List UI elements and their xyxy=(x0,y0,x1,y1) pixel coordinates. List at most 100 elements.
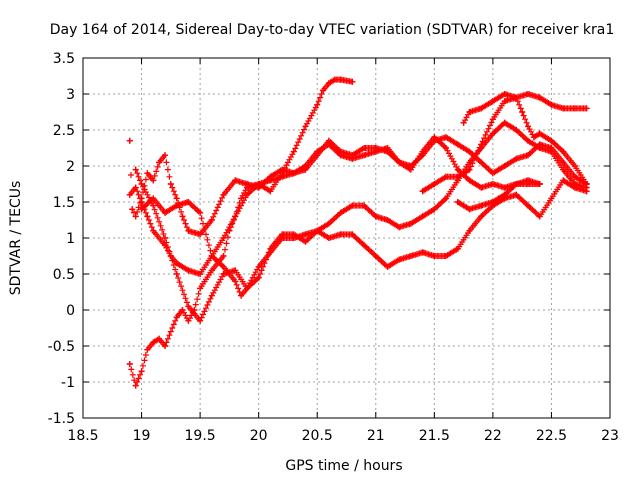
data-point xyxy=(208,292,215,299)
data-point xyxy=(478,213,485,220)
series-track-4 xyxy=(132,119,590,324)
data-point xyxy=(290,235,297,241)
data-point xyxy=(156,159,163,166)
data-point xyxy=(325,80,332,87)
y-tick-label: -1 xyxy=(61,375,75,391)
data-point xyxy=(302,163,309,169)
data-point xyxy=(419,188,426,195)
data-point xyxy=(478,184,485,191)
data-point xyxy=(407,220,414,227)
data-point xyxy=(302,123,309,130)
data-point xyxy=(150,227,157,234)
data-point xyxy=(255,181,262,187)
y-tick-label: 0 xyxy=(66,303,75,319)
data-point xyxy=(396,159,403,166)
data-point xyxy=(138,181,145,187)
x-tick-label: 18.5 xyxy=(67,428,98,444)
data-point xyxy=(129,206,136,213)
data-point xyxy=(173,202,180,209)
data-point xyxy=(138,368,145,375)
data-point xyxy=(302,231,309,238)
x-tick-labels: 18.5 19 19.5 20 20.5 21 21.5 22 22.5 23 xyxy=(67,428,619,444)
data-point xyxy=(208,253,215,259)
data-point xyxy=(525,152,531,159)
data-point xyxy=(220,191,227,198)
data-point xyxy=(244,285,250,292)
data-point xyxy=(185,317,192,324)
data-point xyxy=(232,213,239,220)
data-point xyxy=(501,191,508,198)
data-point xyxy=(255,274,262,281)
data-point xyxy=(162,152,168,159)
data-point xyxy=(361,242,368,249)
data-point xyxy=(162,235,168,241)
data-point xyxy=(396,256,403,263)
data-point xyxy=(290,148,297,155)
data-point xyxy=(232,177,239,184)
data-point xyxy=(571,163,578,169)
data-point xyxy=(349,202,356,209)
data-point xyxy=(255,263,262,270)
data-point xyxy=(290,170,297,177)
x-tick-label: 22 xyxy=(484,428,502,444)
data-point xyxy=(536,213,543,220)
data-point xyxy=(138,199,145,205)
data-point xyxy=(466,177,473,184)
data-point xyxy=(279,173,286,180)
y-tick-label: 1 xyxy=(66,231,75,247)
data-point xyxy=(571,184,578,191)
data-point xyxy=(325,220,332,227)
data-point xyxy=(337,209,344,216)
data-point xyxy=(525,177,531,184)
data-point xyxy=(384,217,391,223)
data-point xyxy=(331,76,338,83)
data-point xyxy=(220,235,227,241)
data-point xyxy=(466,109,473,115)
data-point xyxy=(244,191,250,198)
data-point xyxy=(197,271,204,277)
data-point xyxy=(548,137,555,144)
data-point xyxy=(525,137,531,144)
data-point xyxy=(162,209,168,216)
data-point xyxy=(314,148,321,155)
data-point xyxy=(560,148,567,155)
data-point xyxy=(267,188,274,195)
y-axis-label: SDTVAR / TECUs xyxy=(8,181,24,296)
y-tick-label: 2 xyxy=(66,159,75,175)
data-point xyxy=(314,101,321,108)
data-point xyxy=(536,130,543,137)
data-point xyxy=(525,91,531,97)
data-point xyxy=(384,145,391,151)
data-point xyxy=(185,199,192,205)
data-point xyxy=(320,87,327,94)
data-point xyxy=(349,155,356,162)
data-point xyxy=(501,98,508,105)
data-point xyxy=(267,177,274,184)
data-point xyxy=(536,181,543,187)
data-point xyxy=(466,159,473,166)
series-layer xyxy=(126,76,590,389)
data-point xyxy=(197,231,204,238)
data-point xyxy=(244,181,250,187)
data-point xyxy=(536,145,543,151)
y-tick-label: 0.5 xyxy=(53,267,75,283)
data-point xyxy=(489,181,496,187)
data-point xyxy=(431,253,438,259)
data-point xyxy=(396,224,403,231)
data-point xyxy=(325,235,332,241)
series-track-3 xyxy=(126,134,543,277)
data-point xyxy=(443,145,449,151)
data-point xyxy=(197,209,204,216)
data-point xyxy=(132,382,139,389)
plot-frame xyxy=(82,57,611,419)
data-point xyxy=(536,94,543,101)
data-point xyxy=(466,227,473,234)
x-tick-label: 19.5 xyxy=(185,428,216,444)
data-point xyxy=(513,127,520,133)
data-point xyxy=(548,195,555,202)
data-point xyxy=(173,195,180,202)
data-point xyxy=(519,109,526,115)
data-point xyxy=(238,292,245,299)
data-point xyxy=(337,76,344,83)
data-point xyxy=(372,148,379,155)
